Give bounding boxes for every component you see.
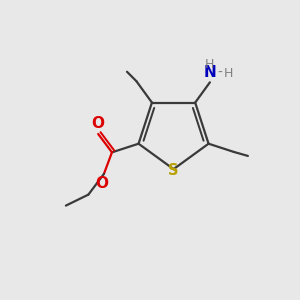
Text: N: N: [203, 65, 216, 80]
Text: O: O: [95, 176, 108, 191]
Text: -: -: [217, 66, 222, 80]
Text: S: S: [168, 163, 179, 178]
Text: H: H: [205, 58, 214, 70]
Text: H: H: [224, 67, 233, 80]
Text: O: O: [91, 116, 104, 131]
